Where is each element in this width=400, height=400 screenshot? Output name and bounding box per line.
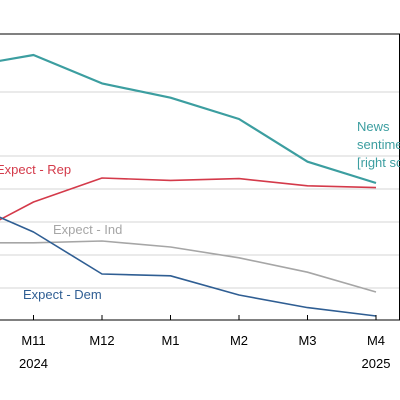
series-label-line: Expect - Ind	[53, 222, 122, 237]
series-line-expect-rep	[0, 177, 377, 221]
x-tick-label: M2	[230, 333, 248, 348]
series-labels: News sentiment [right scale] Expect - Rep Ex…	[0, 119, 400, 302]
year-label: 2025	[362, 356, 391, 371]
gridlines	[0, 91, 400, 289]
series-label-line: sentiment	[357, 137, 400, 152]
series-label: Expect - Ind	[53, 222, 122, 237]
series-lines	[0, 53, 377, 317]
series-label: Expect - Dem	[23, 287, 102, 302]
series-label-line: [right scale]	[357, 155, 400, 170]
series-line-expect-dem	[0, 216, 377, 317]
series-line-expect-ind	[0, 240, 377, 293]
series-label-line: News	[357, 119, 390, 134]
x-axis: M11 M12 M1 M2 M3 M4 2024 2025	[0, 33, 400, 371]
series-label-line: Expect - Rep	[0, 162, 71, 177]
x-tick-label: M4	[367, 333, 385, 348]
series-line-news-sentiment-right-scale	[0, 53, 377, 185]
x-tick-label: M12	[89, 333, 114, 348]
year-label: 2024	[19, 356, 48, 371]
x-tick-label: M11	[21, 333, 45, 348]
series-label: News sentiment [right scale]	[357, 119, 400, 170]
series-label: Expect - Rep	[0, 162, 71, 177]
x-tick-label: M3	[298, 333, 316, 348]
x-tick-label: M1	[161, 333, 179, 348]
series-label-line: Expect - Dem	[23, 287, 102, 302]
